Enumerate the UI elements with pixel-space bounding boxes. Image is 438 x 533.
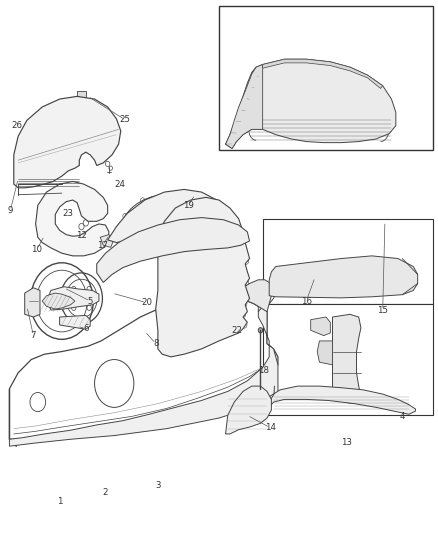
Text: 3: 3: [155, 481, 161, 490]
Text: 5: 5: [88, 296, 93, 305]
Circle shape: [82, 100, 87, 106]
Text: 13: 13: [342, 439, 353, 448]
Text: 22: 22: [232, 326, 243, 335]
Polygon shape: [311, 317, 330, 336]
Circle shape: [258, 386, 263, 391]
Polygon shape: [14, 96, 121, 188]
Text: 12: 12: [76, 231, 87, 240]
Text: 7: 7: [31, 331, 36, 340]
Text: 15: 15: [377, 305, 388, 314]
Text: 20: 20: [141, 298, 152, 307]
Text: 4: 4: [399, 412, 405, 421]
Text: 14: 14: [265, 423, 276, 432]
Text: 24: 24: [114, 180, 125, 189]
Polygon shape: [10, 304, 278, 446]
Text: 10: 10: [32, 245, 42, 254]
Polygon shape: [35, 181, 109, 256]
Text: 16: 16: [301, 296, 312, 305]
Polygon shape: [226, 59, 396, 149]
Polygon shape: [25, 288, 40, 317]
Text: 9: 9: [7, 206, 13, 215]
Text: 6: 6: [83, 324, 88, 333]
Circle shape: [30, 392, 46, 411]
Circle shape: [95, 360, 134, 407]
Bar: [263, 219, 433, 304]
Polygon shape: [269, 386, 416, 414]
Text: 23: 23: [62, 209, 73, 218]
Polygon shape: [97, 217, 250, 282]
Bar: [219, 6, 433, 150]
Polygon shape: [317, 341, 332, 365]
Polygon shape: [228, 280, 272, 312]
Text: 1: 1: [57, 497, 62, 506]
Text: 18: 18: [258, 366, 269, 375]
Polygon shape: [263, 59, 383, 88]
Text: 26: 26: [12, 121, 23, 130]
Polygon shape: [108, 189, 223, 243]
Polygon shape: [42, 293, 75, 309]
Circle shape: [258, 328, 263, 333]
Polygon shape: [100, 235, 113, 247]
Text: 2: 2: [103, 488, 108, 497]
Polygon shape: [155, 197, 250, 357]
Bar: [263, 304, 433, 415]
Polygon shape: [60, 316, 90, 329]
Text: 17: 17: [97, 241, 108, 250]
Polygon shape: [269, 256, 418, 298]
Polygon shape: [226, 386, 272, 434]
Text: 25: 25: [120, 115, 131, 124]
Polygon shape: [332, 314, 361, 403]
Bar: [77, 91, 86, 99]
Text: 19: 19: [183, 201, 194, 210]
Text: 8: 8: [153, 339, 159, 348]
Polygon shape: [49, 287, 99, 310]
Polygon shape: [226, 64, 263, 149]
